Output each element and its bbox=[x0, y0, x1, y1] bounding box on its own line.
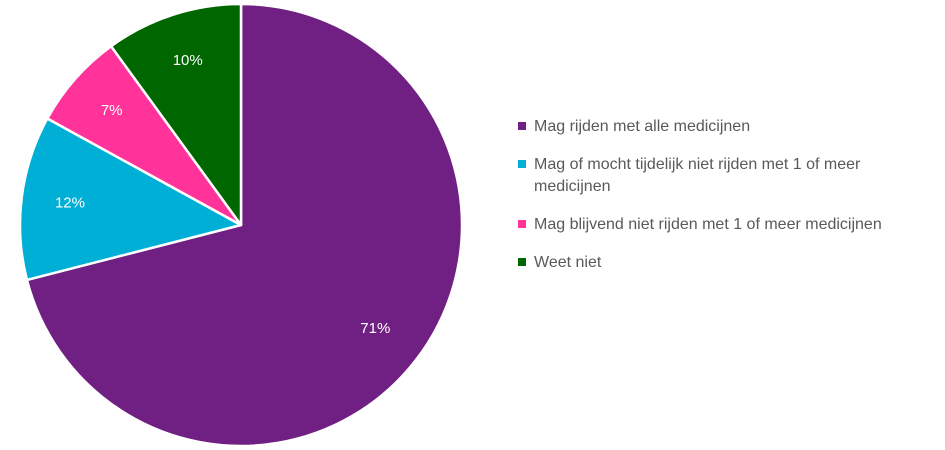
slice-mag-rijden bbox=[25, 2, 464, 448]
legend-item-mag-rijden: Mag rijden met alle medicijnen bbox=[518, 116, 928, 138]
legend-swatch bbox=[518, 160, 526, 168]
slice-value-label: 10% bbox=[173, 52, 203, 69]
legend-label: Mag of mocht tijdelijk niet rijden met 1… bbox=[534, 156, 861, 195]
legend-item-blijvend-niet: Mag blijvend niet rijden met 1 of meer m… bbox=[518, 214, 928, 236]
slice-value-label: 7% bbox=[101, 102, 123, 119]
legend-label: Weet niet bbox=[534, 254, 602, 271]
slice-value-label: 71% bbox=[360, 320, 390, 337]
legend-item-weet-niet: Weet niet bbox=[518, 252, 928, 274]
legend-swatch bbox=[518, 220, 526, 228]
pie-labels: 71% 12% 7% 10% bbox=[55, 52, 390, 337]
legend-label: Mag rijden met alle medicijnen bbox=[534, 118, 751, 135]
legend-item-tijdelijk-niet: Mag of mocht tijdelijk niet rijden met 1… bbox=[518, 154, 928, 198]
pie-slices bbox=[18, 2, 464, 448]
legend-swatch bbox=[518, 258, 526, 266]
slice-weet-niet bbox=[109, 2, 243, 227]
legend: Mag rijden met alle medicijnen Mag of mo… bbox=[518, 116, 928, 290]
legend-swatch bbox=[518, 122, 526, 130]
slice-tijdelijk-niet bbox=[18, 117, 243, 282]
legend-label: Mag blijvend niet rijden met 1 of meer m… bbox=[534, 216, 882, 233]
slice-value-label: 12% bbox=[55, 194, 85, 211]
